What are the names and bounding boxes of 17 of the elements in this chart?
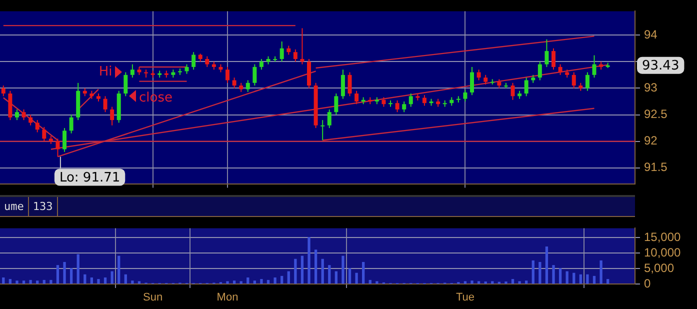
annotation: Hi xyxy=(98,64,112,80)
y-tick-label: 92.5 xyxy=(644,107,668,122)
y-tick-label: 10,000 xyxy=(644,245,682,260)
y-tick-label: 92 xyxy=(644,134,658,148)
y-tick-label: 94 xyxy=(644,27,658,42)
y-tick-label: 0 xyxy=(644,276,651,290)
x-tick-label: Tue xyxy=(456,292,474,304)
y-tick-label: 91.5 xyxy=(644,160,668,174)
y-tick-label: 15,000 xyxy=(644,230,682,244)
x-tick-label: Sun xyxy=(143,292,163,304)
x-tick-label: Mon xyxy=(216,292,238,304)
y-tick-label: 5,000 xyxy=(644,260,674,275)
annotation: Lo: 91.71 xyxy=(59,170,120,186)
text: 133 xyxy=(28,196,58,216)
chart-title: ume xyxy=(0,196,29,216)
text: 93.43 xyxy=(642,58,680,74)
y-tick-label: 93 xyxy=(644,80,658,95)
